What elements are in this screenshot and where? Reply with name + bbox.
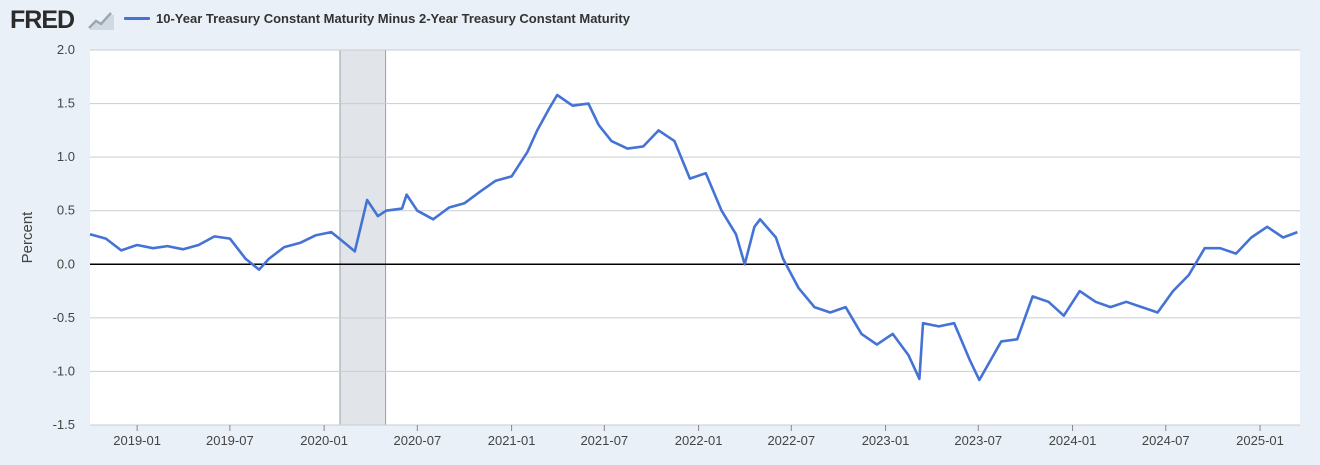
gridlines	[90, 49, 1300, 426]
legend-label: 10-Year Treasury Constant Maturity Minus…	[156, 11, 630, 26]
fred-logo[interactable]: FRED	[10, 6, 75, 34]
y-tick-label-2: 1.0	[57, 149, 75, 164]
x-tick-label-9: 2023-07	[954, 433, 1002, 448]
x-tick-label-11: 2024-07	[1142, 433, 1190, 448]
x-tick-label-6: 2022-01	[675, 433, 723, 448]
series-line-0[interactable]	[89, 93, 1298, 382]
x-tick-label-1: 2019-07	[206, 433, 254, 448]
y-axis-label: Percent	[19, 211, 36, 264]
x-tick-label-2: 2020-01	[300, 433, 348, 448]
chart-legend[interactable]: 10-Year Treasury Constant Maturity Minus…	[124, 11, 630, 26]
series-layer	[89, 93, 1298, 382]
y-tick-label-4: 0.0	[57, 256, 75, 271]
recession-bands	[339, 49, 387, 426]
x-tick-label-10: 2024-01	[1049, 433, 1097, 448]
y-tick-label-1: 1.5	[57, 96, 75, 111]
x-tick-label-7: 2022-07	[767, 433, 815, 448]
y-tick-label-7: -1.5	[53, 417, 75, 432]
chart-header: FRED 10-Year Treasury Constant Maturity …	[0, 0, 1320, 40]
y-tick-label-5: -0.5	[53, 310, 75, 325]
x-tick-label-5: 2021-07	[580, 433, 628, 448]
x-tick-label-0: 2019-01	[113, 433, 161, 448]
y-tick-label-0: 2.0	[57, 42, 75, 57]
x-tick-label-8: 2023-01	[862, 433, 910, 448]
x-axis-ticks: 2019-01 2019-07 2020-01 2020-07 2021-01 2021-…	[113, 425, 1284, 448]
chart-line-icon	[88, 12, 114, 30]
x-tick-label-4: 2021-01	[488, 433, 536, 448]
y-tick-label-6: -1.0	[53, 363, 75, 378]
y-axis-ticks: 2.0 1.5 1.0 0.5 0.0 -0.5 -1.0 -1.5	[53, 42, 75, 432]
x-tick-label-12: 2025-01	[1236, 433, 1284, 448]
plot-area	[90, 50, 1300, 425]
recession-band-0	[339, 49, 387, 426]
legend-swatch	[124, 17, 150, 20]
x-tick-label-3: 2020-07	[393, 433, 441, 448]
y-tick-label-3: 0.5	[57, 203, 75, 218]
